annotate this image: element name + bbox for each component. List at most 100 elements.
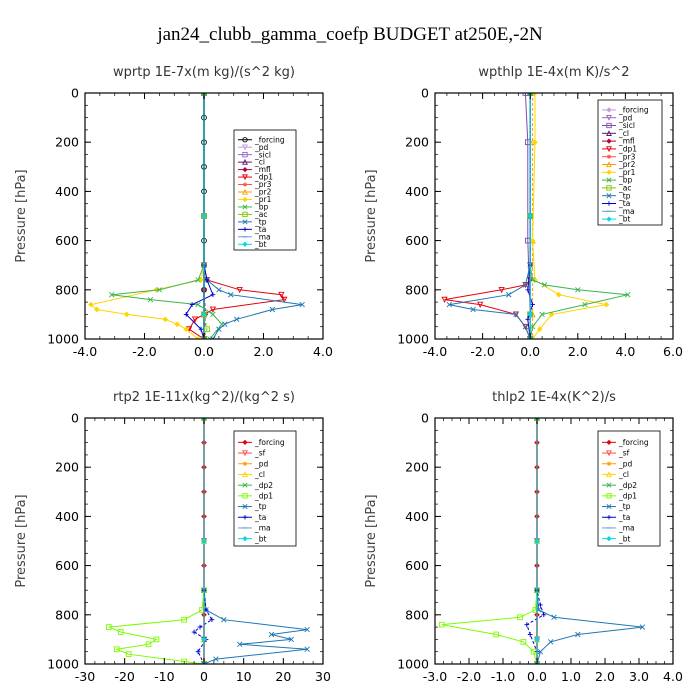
data-point-bp [529, 277, 536, 283]
data-point-tp [513, 311, 519, 318]
legend-marker [606, 193, 612, 199]
legend-entry: _dp2 [618, 481, 637, 490]
panel-2: wpthlp 1E-4x(m K)/s^2 Pressure [hPa] -4.0 -… [364, 65, 683, 359]
legend-entry: _ta [254, 513, 266, 522]
data-point-ta [524, 622, 530, 628]
x-tick-label: 1.0 [561, 669, 581, 684]
y-tick-label: 800 [55, 607, 79, 622]
legend-marker [606, 185, 612, 191]
x-tick-label: 0.0 [527, 669, 547, 684]
legend-marker [242, 461, 248, 466]
plot-area [438, 418, 646, 664]
legend-entry: _pd [618, 459, 633, 468]
series-line-pr1 [89, 93, 205, 339]
data-point-bt [201, 538, 207, 544]
y-tick-label: 0 [421, 86, 429, 101]
data-point-tp [201, 661, 207, 664]
y-tick-label: 400 [55, 509, 79, 524]
y-tick-label: 600 [405, 233, 429, 248]
data-point-dp1 [498, 286, 505, 294]
x-tick-label: 3.0 [629, 669, 649, 684]
data-point-bp [529, 323, 536, 330]
x-tick-label: 2.0 [254, 344, 274, 359]
data-point-dp1 [281, 296, 288, 304]
legend: _forcing _sf_pd _cl _dp2_dp1 _tp _ta _ma_bt [233, 430, 297, 547]
data-point-pr1 [532, 139, 538, 146]
data-point-pr1 [536, 326, 543, 332]
legend-marker [606, 138, 612, 144]
series-line-dp1 [108, 418, 205, 664]
y-tick-label: 0 [421, 411, 429, 426]
data-point-tp [506, 292, 512, 298]
data-point-dp1 [105, 624, 112, 630]
data-point-dp1 [125, 651, 132, 658]
legend-entry: _sf [618, 449, 630, 458]
legend-entry: _ta [618, 199, 630, 208]
data-point-tp [221, 617, 227, 623]
data-point-dp1 [522, 282, 529, 289]
legend-entry: _bt [254, 240, 267, 249]
data-point-tp [639, 624, 646, 630]
legend-marker [606, 216, 612, 222]
legend-entry: _pr3 [618, 152, 636, 161]
legend-entry: _cl [618, 129, 629, 138]
legend-entry: _mfl [254, 165, 271, 174]
data-point-bt [534, 636, 540, 643]
legend-entry: _bp [254, 203, 269, 212]
data-point-ta [527, 632, 533, 637]
data-point-bp [625, 292, 631, 298]
data-point-bt [201, 311, 207, 318]
y-tick-label: 200 [55, 135, 79, 150]
data-point-tp [201, 418, 207, 421]
data-point-tp [234, 316, 240, 323]
data-point-pr1 [88, 301, 94, 308]
data-point-pr1 [174, 321, 181, 328]
panel-1: wprtp 1E-7x(m kg)/(s^2 kg) Pressure [hPa]… [14, 65, 333, 359]
legend-entry: _ac [254, 210, 267, 219]
y-tick-label: 600 [405, 558, 429, 573]
data-point-tp [304, 646, 310, 652]
legend-entry: _ma [254, 232, 271, 241]
legend-entry: _ma [618, 207, 635, 216]
x-tick-label: -1.0 [491, 669, 515, 684]
figure-title: jan24_clubb_gamma_coefp BUDGET at250E,-2… [156, 24, 543, 45]
legend-marker [242, 204, 248, 210]
x-tick-label: 0.0 [520, 344, 540, 359]
x-tick-label: 2.0 [595, 669, 615, 684]
legend-entry: _cl [254, 158, 265, 167]
data-point-tp [216, 287, 222, 293]
legend-marker [606, 130, 612, 136]
legend-marker [606, 201, 612, 206]
legend-marker [606, 461, 612, 466]
x-tick-label: 0.0 [194, 344, 214, 359]
legend-marker [606, 515, 612, 520]
data-point-bp [156, 287, 163, 293]
data-point-tp [304, 626, 310, 633]
legend-marker [242, 515, 248, 520]
y-tick-label: 400 [55, 184, 79, 199]
legend-marker [242, 471, 248, 478]
legend-entry: _pr1 [254, 195, 272, 204]
y-tick-label: 1000 [397, 332, 429, 347]
data-point-dp1 [236, 286, 243, 294]
y-tick-label: 600 [55, 558, 79, 573]
y-axis-label: Pressure [hPa] [364, 494, 379, 587]
legend-entry: _sicl [254, 150, 271, 159]
data-point-tp [575, 631, 581, 638]
data-point-bp [582, 301, 588, 308]
legend-marker [242, 188, 248, 195]
data-point-tp [522, 282, 529, 288]
data-point-tp [547, 639, 554, 645]
legend-entry: _sf [254, 449, 266, 458]
data-point-tp [470, 306, 476, 313]
data-point-bp [109, 292, 115, 298]
data-point-bt [201, 213, 207, 219]
data-point-ta [525, 316, 531, 322]
legend-marker [242, 211, 248, 218]
series-line-ta [185, 93, 214, 339]
legend-marker [242, 196, 248, 203]
legend-marker [242, 219, 248, 225]
legend-entry: _pd [254, 459, 269, 468]
legend-marker [242, 137, 248, 143]
